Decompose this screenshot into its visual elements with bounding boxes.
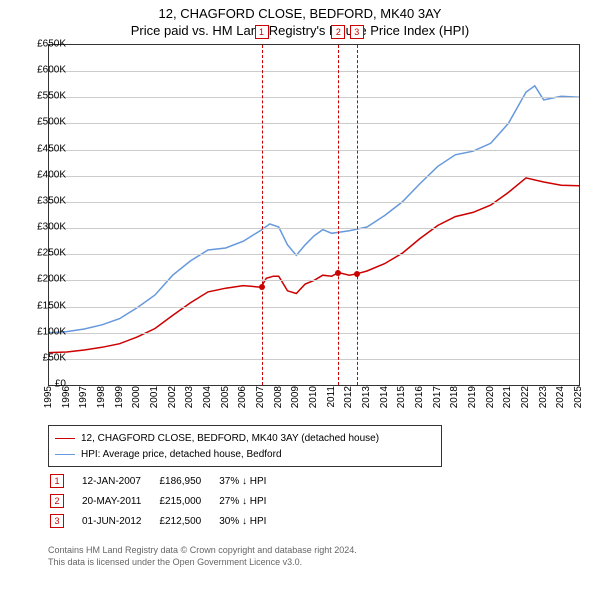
x-tick-label: 2005: [220, 386, 231, 408]
x-tick-label: 1997: [78, 386, 89, 408]
y-tick-label: £350K: [37, 195, 66, 206]
sale-date: 12-JAN-2007: [82, 472, 157, 490]
x-tick-label: 1998: [96, 386, 107, 408]
legend-swatch: [55, 438, 75, 439]
y-tick-label: £600K: [37, 65, 66, 76]
legend-label: HPI: Average price, detached house, Bedf…: [81, 449, 282, 460]
x-tick-label: 1995: [43, 386, 54, 408]
legend-swatch: [55, 454, 75, 455]
x-tick-label: 2000: [131, 386, 142, 408]
chart-subtitle: Price paid vs. HM Land Registry's House …: [0, 23, 600, 42]
legend-label: 12, CHAGFORD CLOSE, BEDFORD, MK40 3AY (d…: [81, 433, 379, 444]
table-row: 1 12-JAN-2007£186,95037% ↓ HPI: [50, 472, 282, 490]
sale-price: £186,950: [159, 472, 217, 490]
grid-line: [49, 123, 579, 124]
sale-marker-dot: [335, 270, 341, 276]
sale-marker-box: 2: [50, 494, 64, 508]
sale-delta: 27% ↓ HPI: [219, 492, 282, 510]
x-tick-label: 2018: [449, 386, 460, 408]
sale-date: 01-JUN-2012: [82, 512, 157, 530]
grid-line: [49, 150, 579, 151]
chart-title: 12, CHAGFORD CLOSE, BEDFORD, MK40 3AY: [0, 0, 600, 23]
x-tick-label: 2015: [396, 386, 407, 408]
x-tick-label: 2011: [326, 386, 337, 408]
table-row: 2 20-MAY-2011£215,00027% ↓ HPI: [50, 492, 282, 510]
x-tick-label: 2003: [184, 386, 195, 408]
y-tick-label: £650K: [37, 39, 66, 50]
sale-marker-box: 3: [350, 25, 364, 39]
x-tick-label: 2004: [202, 386, 213, 408]
sale-marker-line: [357, 45, 358, 385]
y-tick-label: £550K: [37, 91, 66, 102]
x-tick-label: 2002: [167, 386, 178, 408]
sale-marker-box: 3: [50, 514, 64, 528]
y-tick-label: £300K: [37, 222, 66, 233]
x-tick-label: 2010: [308, 386, 319, 408]
sale-marker-dot: [259, 284, 265, 290]
x-tick-label: 2001: [149, 386, 160, 408]
x-tick-label: 2014: [379, 386, 390, 408]
x-tick-label: 2017: [432, 386, 443, 408]
y-tick-label: £100K: [37, 326, 66, 337]
sale-marker-box: 2: [331, 25, 345, 39]
x-tick-label: 2013: [361, 386, 372, 408]
x-tick-label: 2021: [502, 386, 513, 408]
sale-marker-dot: [354, 271, 360, 277]
footer-line2: This data is licensed under the Open Gov…: [48, 557, 357, 569]
y-tick-label: £500K: [37, 117, 66, 128]
grid-line: [49, 97, 579, 98]
sale-delta: 37% ↓ HPI: [219, 472, 282, 490]
sale-date: 20-MAY-2011: [82, 492, 157, 510]
sale-delta: 30% ↓ HPI: [219, 512, 282, 530]
sales-table: 1 12-JAN-2007£186,95037% ↓ HPI 2 20-MAY-201…: [48, 470, 284, 532]
sale-price: £212,500: [159, 512, 217, 530]
y-tick-label: £400K: [37, 169, 66, 180]
grid-line: [49, 359, 579, 360]
x-tick-label: 2006: [237, 386, 248, 408]
y-tick-label: £150K: [37, 300, 66, 311]
grid-line: [49, 71, 579, 72]
grid-line: [49, 333, 579, 334]
sale-marker-line: [338, 45, 339, 385]
grid-line: [49, 228, 579, 229]
sale-marker-box: 1: [255, 25, 269, 39]
x-tick-label: 2008: [273, 386, 284, 408]
x-tick-label: 1996: [61, 386, 72, 408]
y-tick-label: £450K: [37, 143, 66, 154]
y-tick-label: £200K: [37, 274, 66, 285]
chart-lines: [49, 45, 579, 385]
table-row: 3 01-JUN-2012£212,50030% ↓ HPI: [50, 512, 282, 530]
x-tick-label: 1999: [114, 386, 125, 408]
chart-container: 12, CHAGFORD CLOSE, BEDFORD, MK40 3AY Pr…: [0, 0, 600, 590]
grid-line: [49, 176, 579, 177]
sale-marker-line: [262, 45, 263, 385]
x-tick-label: 2022: [520, 386, 531, 408]
x-tick-label: 2025: [573, 386, 584, 408]
legend-row: HPI: Average price, detached house, Bedf…: [55, 446, 435, 462]
footer-line1: Contains HM Land Registry data © Crown c…: [48, 545, 357, 557]
legend: 12, CHAGFORD CLOSE, BEDFORD, MK40 3AY (d…: [48, 425, 442, 467]
grid-line: [49, 202, 579, 203]
sale-price: £215,000: [159, 492, 217, 510]
x-tick-label: 2020: [485, 386, 496, 408]
grid-line: [49, 280, 579, 281]
plot-area: 123: [48, 44, 580, 386]
x-tick-label: 2009: [290, 386, 301, 408]
footer: Contains HM Land Registry data © Crown c…: [48, 545, 357, 568]
x-tick-label: 2019: [467, 386, 478, 408]
y-tick-label: £250K: [37, 248, 66, 259]
grid-line: [49, 307, 579, 308]
x-tick-label: 2016: [414, 386, 425, 408]
x-tick-label: 2024: [555, 386, 566, 408]
x-tick-label: 2023: [538, 386, 549, 408]
x-tick-label: 2007: [255, 386, 266, 408]
grid-line: [49, 254, 579, 255]
y-tick-label: £50K: [43, 352, 66, 363]
x-tick-label: 2012: [343, 386, 354, 408]
legend-row: 12, CHAGFORD CLOSE, BEDFORD, MK40 3AY (d…: [55, 430, 435, 446]
series-line: [49, 178, 579, 353]
sale-marker-box: 1: [50, 474, 64, 488]
